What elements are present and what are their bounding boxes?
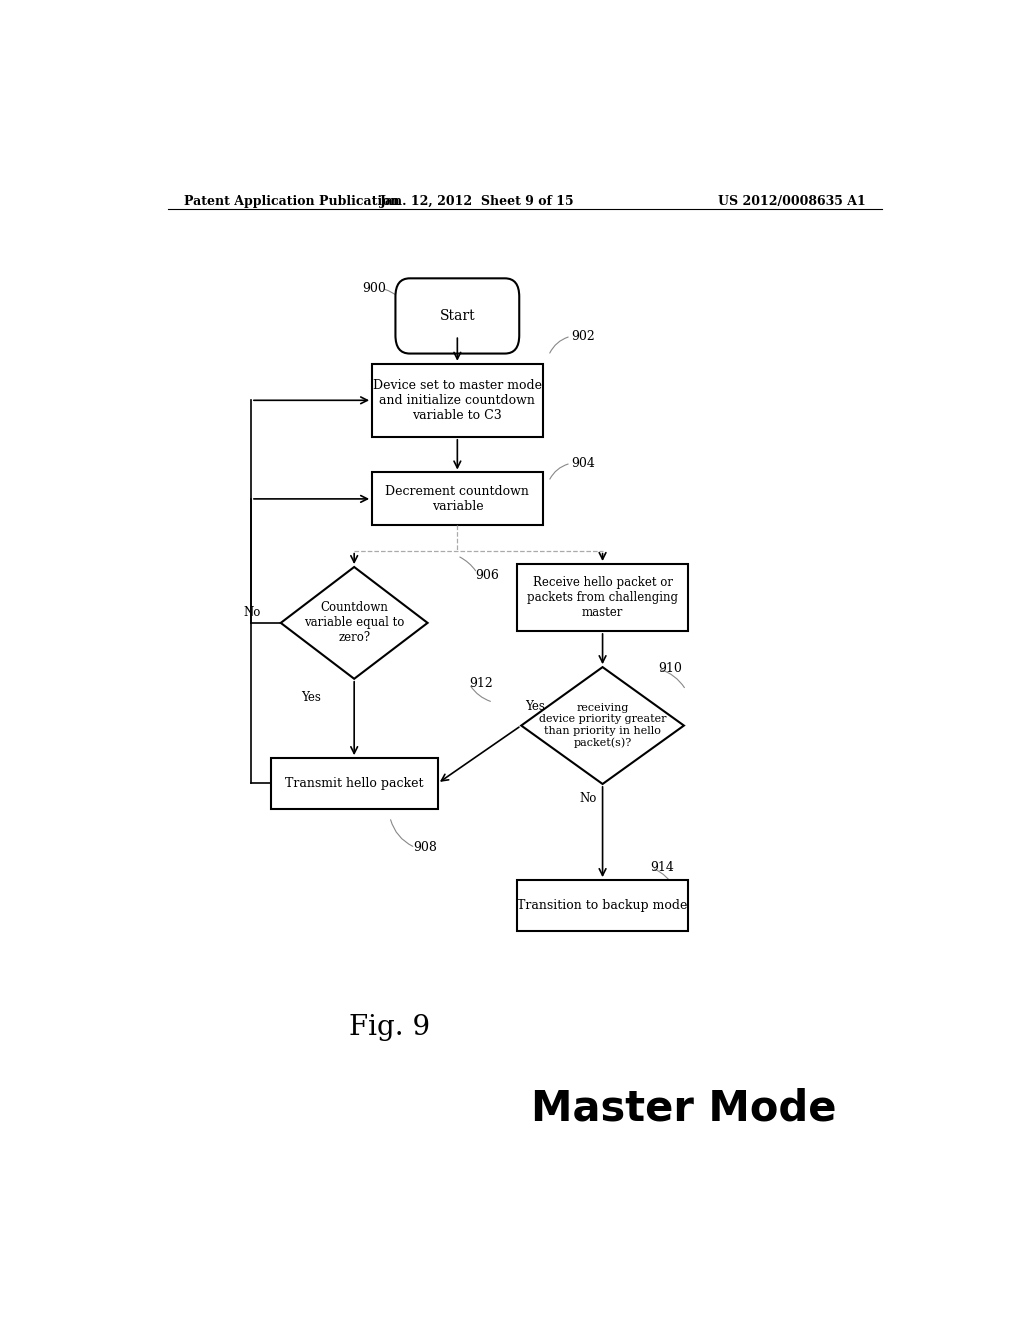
Text: 912: 912 xyxy=(469,677,493,690)
Text: Yes: Yes xyxy=(301,690,321,704)
Text: receiving
device priority greater
than priority in hello
packet(s)?: receiving device priority greater than p… xyxy=(539,702,667,748)
Text: Patent Application Publication: Patent Application Publication xyxy=(183,194,399,207)
Bar xyxy=(372,473,543,525)
Text: 906: 906 xyxy=(475,569,500,582)
Text: 914: 914 xyxy=(650,862,674,874)
Bar xyxy=(517,880,688,931)
Text: Fig. 9: Fig. 9 xyxy=(349,1014,430,1041)
Text: Master Mode: Master Mode xyxy=(530,1088,837,1130)
Text: Jan. 12, 2012  Sheet 9 of 15: Jan. 12, 2012 Sheet 9 of 15 xyxy=(380,194,574,207)
Polygon shape xyxy=(281,568,428,678)
FancyBboxPatch shape xyxy=(395,279,519,354)
Polygon shape xyxy=(521,667,684,784)
Text: 908: 908 xyxy=(414,841,437,854)
Text: 904: 904 xyxy=(570,457,595,470)
Bar xyxy=(270,758,437,809)
Text: No: No xyxy=(244,606,261,619)
Text: No: No xyxy=(580,792,597,805)
Bar xyxy=(372,364,543,437)
Text: 900: 900 xyxy=(362,282,386,294)
Text: 910: 910 xyxy=(658,663,682,675)
Text: Yes: Yes xyxy=(525,701,545,713)
Bar xyxy=(517,564,688,631)
Text: Decrement countdown
variable: Decrement countdown variable xyxy=(385,484,529,513)
Text: Receive hello packet or
packets from challenging
master: Receive hello packet or packets from cha… xyxy=(527,576,678,619)
Text: 902: 902 xyxy=(570,330,595,343)
Text: Transmit hello packet: Transmit hello packet xyxy=(285,777,424,789)
Text: Countdown
variable equal to
zero?: Countdown variable equal to zero? xyxy=(304,602,404,644)
Text: Device set to master mode
and initialize countdown
variable to C3: Device set to master mode and initialize… xyxy=(373,379,542,422)
Text: Start: Start xyxy=(439,309,475,323)
Text: Transition to backup mode: Transition to backup mode xyxy=(517,899,688,912)
Text: US 2012/0008635 A1: US 2012/0008635 A1 xyxy=(718,194,866,207)
